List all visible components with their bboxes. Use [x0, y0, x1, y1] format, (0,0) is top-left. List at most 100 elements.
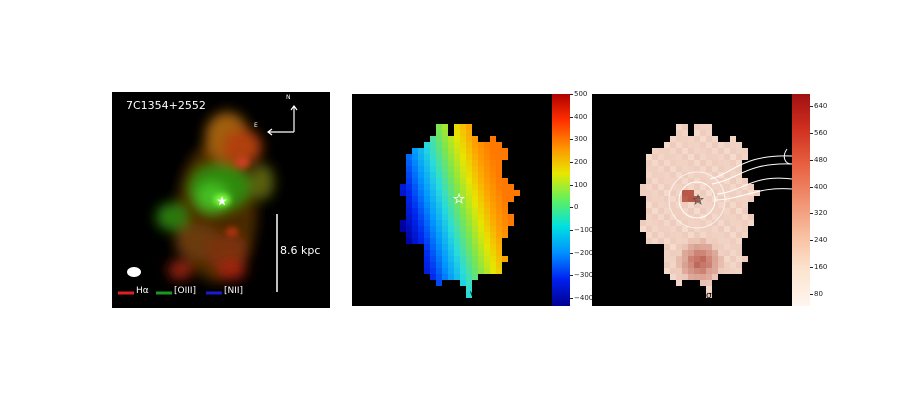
velocity-pixel: [472, 250, 478, 256]
velocity-pixel: [400, 190, 406, 196]
velocity-pixel: [406, 196, 412, 202]
velocity-pixel: [418, 232, 424, 238]
velocity-pixel: [424, 154, 430, 160]
dispersion-pixel: [688, 202, 694, 208]
dispersion-pixel: [694, 184, 700, 190]
velocity-pixel: [472, 274, 478, 280]
velocity-pixel: [478, 154, 484, 160]
velocity-pixel: [448, 226, 454, 232]
dispersion-pixel: [718, 262, 724, 268]
dispersion-pixel: [664, 238, 670, 244]
velocity-pixel: [430, 262, 436, 268]
dispersion-pixel: [718, 184, 724, 190]
dispersion-pixel: [676, 148, 682, 154]
velocity-pixel: [490, 160, 496, 166]
dispersion-pixel: [652, 154, 658, 160]
velocity-pixel: [436, 214, 442, 220]
dispersion-pixel: [688, 184, 694, 190]
velocity-pixel: [508, 214, 514, 220]
dispersion-pixel: [688, 250, 694, 256]
velocity-pixel: [418, 226, 424, 232]
dispersion-pixel: [652, 178, 658, 184]
velocity-pixel: [484, 166, 490, 172]
velocity-pixel: [412, 154, 418, 160]
dispersion-pixel: [670, 244, 676, 250]
velocity-pixel: [424, 142, 430, 148]
dispersion-pixel: [658, 178, 664, 184]
velocity-pixel: [460, 124, 466, 130]
velocity-pixel: [430, 244, 436, 250]
dispersion-pixel: [730, 148, 736, 154]
dispersion-pixel: [670, 172, 676, 178]
velocity-pixel: [418, 202, 424, 208]
dispersion-pixel: [748, 220, 754, 226]
velocity-pixel: [442, 238, 448, 244]
dispersion-pixel: [670, 190, 676, 196]
velocity-pixel: [460, 148, 466, 154]
velocity-pixel: [430, 190, 436, 196]
velocity-pixel: [436, 220, 442, 226]
velocity-pixel: [502, 184, 508, 190]
velocity-pixel: [424, 166, 430, 172]
velocity-pixel: [424, 160, 430, 166]
dispersion-pixel: [688, 190, 694, 196]
dispersion-pixel: [742, 202, 748, 208]
dispersion-pixel: [742, 154, 748, 160]
dispersion-pixel: [712, 232, 718, 238]
dispersion-pixel: [652, 220, 658, 226]
dispersion-pixel: [670, 208, 676, 214]
dispersion-pixel: [658, 232, 664, 238]
velocity-pixel: [418, 178, 424, 184]
velocity-pixel: [448, 202, 454, 208]
velocity-pixel: [448, 172, 454, 178]
dispersion-pixel: [724, 160, 730, 166]
velocity-pixel: [496, 238, 502, 244]
object-name: 7C1354+2552: [126, 99, 206, 112]
dispersion-pixel: [676, 184, 682, 190]
dispersion-pixel: [718, 166, 724, 172]
dispersion-pixel: [712, 244, 718, 250]
dispersion-pixel: [658, 148, 664, 154]
dispersion-pixel: [730, 262, 736, 268]
velocity-pixel: [508, 196, 514, 202]
dispersion-pixel: [646, 226, 652, 232]
velocity-pixel: [514, 190, 520, 196]
velocity-pixel: [496, 268, 502, 274]
dispersion-colorbar-tick: 480: [809, 155, 828, 164]
velocity-pixel: [460, 184, 466, 190]
velocity-pixel: [424, 256, 430, 262]
velocity-pixel: [466, 196, 472, 202]
velocity-pixel: [442, 274, 448, 280]
dispersion-pixel: [670, 256, 676, 262]
dispersion-pixel: [676, 220, 682, 226]
velocity-pixel: [496, 184, 502, 190]
velocity-pixel: [412, 226, 418, 232]
dispersion-pixel: [706, 280, 712, 286]
dispersion-pixel: [706, 226, 712, 232]
dispersion-colorbar-tick: 160: [809, 263, 828, 272]
velocity-pixel: [406, 184, 412, 190]
dispersion-pixel: [736, 220, 742, 226]
velocity-pixel: [490, 220, 496, 226]
velocity-pixel: [496, 208, 502, 214]
velocity-map-label: V([OIII]) [km/s]: [470, 291, 537, 301]
velocity-pixel: [496, 172, 502, 178]
dispersion-pixel: [736, 172, 742, 178]
velocity-pixel: [502, 190, 508, 196]
dispersion-pixel: [670, 136, 676, 142]
dispersion-pixel: [700, 166, 706, 172]
dispersion-pixel: [730, 238, 736, 244]
velocity-pixel: [472, 256, 478, 262]
dispersion-pixel: [724, 166, 730, 172]
velocity-pixel: [502, 232, 508, 238]
dispersion-pixel: [736, 184, 742, 190]
dispersion-pixel: [682, 160, 688, 166]
dispersion-pixel: [724, 232, 730, 238]
dispersion-pixel: [736, 190, 742, 196]
dispersion-pixel: [694, 142, 700, 148]
dispersion-pixel: [718, 160, 724, 166]
velocity-colorbar-tick: −100: [569, 226, 594, 234]
velocity-pixel: [436, 196, 442, 202]
dispersion-pixel: [730, 196, 736, 202]
dispersion-pixel: [688, 142, 694, 148]
